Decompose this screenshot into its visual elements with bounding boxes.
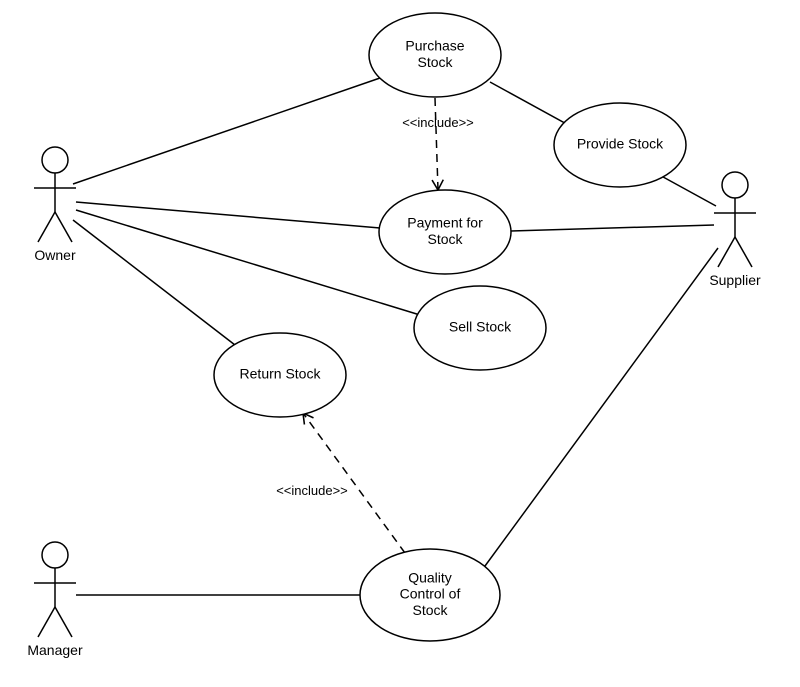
use-case-diagram: <<include>><<include>> PurchaseStockProv… [0, 0, 800, 687]
usecase-provide: Provide Stock [554, 103, 686, 187]
usecase-purchase: PurchaseStock [369, 13, 501, 97]
usecase-label-purchase-0: Purchase [405, 38, 464, 54]
actor-label-manager: Manager [27, 642, 83, 658]
include-purchase-payment [435, 98, 438, 190]
usecase-sell: Sell Stock [414, 286, 546, 370]
usecase-return: Return Stock [214, 333, 346, 417]
usecase-label-qc-2: Stock [412, 602, 448, 618]
assoc-owner-return [73, 220, 235, 345]
usecase-label-payment-0: Payment for [407, 215, 483, 231]
assoc-owner-purchase [73, 78, 380, 184]
usecase-label-provide-0: Provide Stock [577, 136, 664, 152]
usecase-label-return-0: Return Stock [240, 366, 322, 382]
usecase-label-qc-0: Quality [408, 570, 452, 586]
include-label-purchase-payment: <<include>> [402, 115, 474, 130]
usecase-qc: QualityControl ofStock [360, 549, 500, 641]
usecases-layer: PurchaseStockProvide StockPayment forSto… [214, 13, 686, 641]
usecase-label-purchase-1: Stock [417, 54, 453, 70]
actor-label-owner: Owner [34, 247, 76, 263]
actor-manager: Manager [27, 542, 83, 658]
include-label-qc-return: <<include>> [276, 483, 348, 498]
actor-owner: Owner [34, 147, 76, 263]
usecase-label-qc-1: Control of [400, 586, 461, 602]
actor-supplier: Supplier [709, 172, 761, 288]
usecase-label-payment-1: Stock [427, 231, 463, 247]
actor-label-supplier: Supplier [709, 272, 761, 288]
usecase-payment: Payment forStock [379, 190, 511, 274]
usecase-label-sell-0: Sell Stock [449, 319, 512, 335]
assoc-supplier-payment [511, 225, 714, 231]
